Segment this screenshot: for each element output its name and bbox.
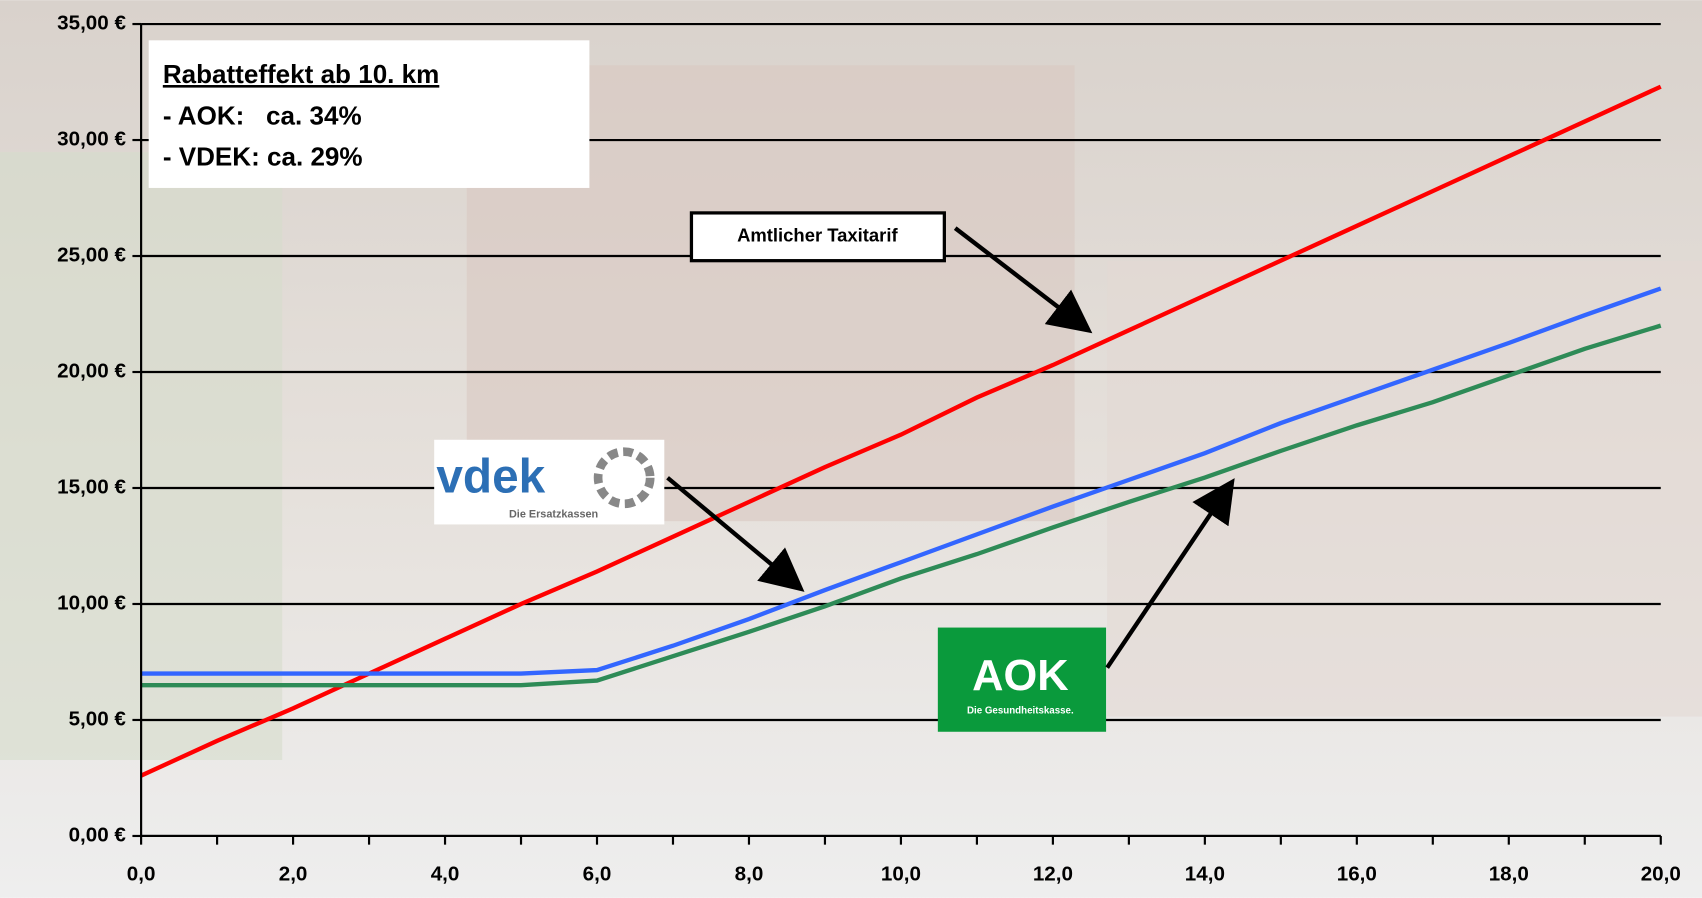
aok-logo [937, 627, 1107, 732]
vdek-logo-text: vdek [436, 451, 545, 504]
x-tick-label: 16,0 [1337, 862, 1377, 885]
series-line [140, 84, 1662, 778]
x-tick-label: 4,0 [431, 862, 460, 885]
y-tick-label: 25,00 € [57, 243, 126, 266]
x-tick-label: 0,0 [127, 862, 156, 885]
annotation: Rabatteffekt ab 10. km [163, 59, 439, 89]
aok-logo-subtitle: Die Gesundheitskasse. [967, 706, 1074, 717]
annotation: - VDEK: ca. 29% [163, 142, 363, 172]
x-tick-label: 8,0 [735, 862, 764, 885]
x-tick-label: 10,0 [881, 862, 921, 885]
y-tick-label: 0,00 € [69, 823, 127, 846]
y-tick-label: 15,00 € [57, 475, 126, 498]
x-tick-label: 2,0 [279, 862, 308, 885]
series-label: Amtlicher Taxitarif [737, 225, 898, 246]
vdek-logo-ring [593, 447, 655, 509]
series-line [141, 286, 1662, 676]
vdek-logo-subtitle: Die Ersatzkassen [509, 509, 598, 521]
x-tick-label: 18,0 [1489, 862, 1529, 885]
y-tick-label: 10,00 € [57, 591, 126, 614]
series-label-box [689, 211, 946, 263]
y-tick-label: 5,00 € [69, 707, 127, 730]
arrow [953, 226, 1093, 334]
x-tick-label: 12,0 [1033, 862, 1073, 885]
aok-logo-text: AOK [972, 652, 1068, 700]
x-tick-label: 14,0 [1185, 862, 1225, 885]
y-tick-label: 35,00 € [57, 11, 126, 34]
arrow [666, 476, 805, 592]
x-tick-label: 6,0 [583, 862, 612, 885]
x-tick-label: 20,0 [1641, 862, 1681, 885]
arrow [1105, 478, 1235, 669]
annotation-box [148, 40, 590, 188]
y-tick-label: 20,00 € [57, 359, 126, 382]
series-line [141, 323, 1662, 688]
annotation: - AOK: ca. 34% [163, 100, 362, 130]
y-tick-label: 30,00 € [57, 127, 126, 150]
